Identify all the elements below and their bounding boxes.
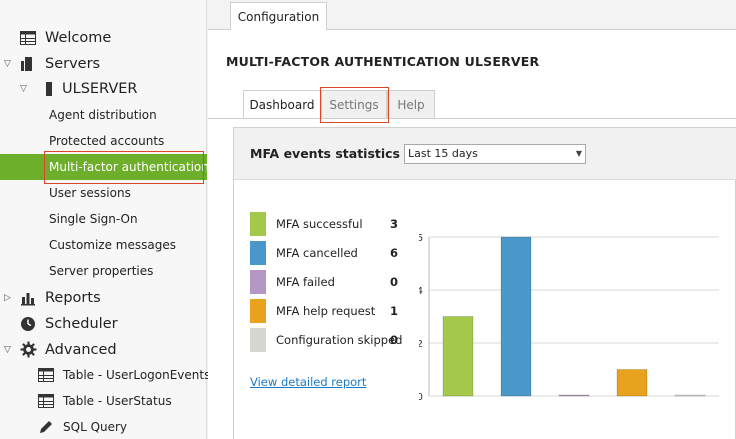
nav-reports[interactable]: ▷ Reports: [0, 285, 207, 311]
legend-label: MFA help request: [276, 304, 376, 318]
nav-agent-distribution[interactable]: Agent distribution: [0, 102, 207, 128]
nav-servers[interactable]: ▽ Servers: [0, 51, 207, 77]
nav-item-label: Table - UserLogonEvents: [63, 368, 211, 382]
legend-count: 3: [390, 217, 399, 231]
nav-item-label: Agent distribution: [49, 108, 157, 122]
nav-item-label: SQL Query: [63, 420, 128, 434]
nav-item-label: Multi-factor authentication: [49, 160, 209, 174]
panel-title: MFA events statistics: [250, 146, 400, 161]
server-icon: [44, 81, 54, 101]
nav-servers-label: Servers: [45, 56, 101, 72]
nav-advanced-label: Advanced: [45, 342, 117, 358]
legend-item: MFA help request 1: [250, 299, 415, 323]
servers-icon: [20, 56, 36, 76]
legend-count: 0: [390, 333, 399, 347]
nav-item-label: Server properties: [49, 264, 154, 278]
view-report-link[interactable]: View detailed report: [250, 375, 367, 389]
legend-label: MFA failed: [276, 275, 335, 289]
nav-customize-messages[interactable]: Customize messages: [0, 232, 207, 258]
legend-swatch: [250, 328, 266, 352]
y-tick-label: 2: [419, 339, 423, 350]
y-tick-label: 0: [419, 392, 423, 403]
tab-settings[interactable]: Settings: [321, 90, 387, 118]
legend-item: MFA successful 3: [250, 212, 415, 236]
nav-advanced[interactable]: ▽ Advanced: [0, 337, 207, 363]
collapse-arrow-icon[interactable]: ▽: [4, 59, 11, 69]
sidebar: Welcome ▽ Servers ▽ ULSERVER Agent distr…: [0, 0, 211, 439]
date-range-select[interactable]: Last 15 days ▼: [404, 144, 586, 164]
nav-welcome-label: Welcome: [45, 30, 112, 46]
chart-bar: [500, 236, 532, 397]
nav-item-label: Table - UserStatus: [63, 394, 172, 408]
chart-bar: [616, 369, 648, 397]
y-tick-label: 6: [419, 233, 423, 244]
table-icon: [38, 368, 54, 385]
main-area: MULTI-FACTOR AUTHENTICATION ULSERVER Das…: [208, 0, 736, 439]
page-title: MULTI-FACTOR AUTHENTICATION ULSERVER: [226, 54, 540, 69]
expand-arrow-icon[interactable]: ▷: [4, 293, 11, 303]
mfa-stats-panel: MFA events statistics Last 15 days ▼ MFA…: [233, 127, 736, 439]
chart-bar: [558, 394, 590, 397]
legend-label: MFA successful: [276, 217, 363, 231]
collapse-arrow-icon[interactable]: ▽: [4, 345, 11, 355]
legend-label: Configuration skipped: [276, 333, 403, 347]
chevron-down-icon: ▼: [575, 149, 582, 158]
tab-configuration[interactable]: Configuration: [230, 2, 327, 30]
tab-dashboard[interactable]: Dashboard: [243, 90, 321, 119]
y-tick-label: 4: [419, 286, 423, 297]
table-icon: [20, 31, 36, 49]
nav-multi-factor-authentication[interactable]: Multi-factor authentication: [0, 154, 209, 180]
nav-item-label: Customize messages: [49, 238, 176, 252]
mfa-bar-chart: 0 2 4 6: [419, 233, 719, 403]
table-icon: [38, 394, 54, 411]
nav-scheduler-label: Scheduler: [45, 316, 118, 332]
legend-item: MFA failed 0: [250, 270, 415, 294]
nav-sql-query[interactable]: SQL Query: [0, 414, 207, 439]
bar-chart-icon: [20, 290, 36, 310]
nav-table-userlogonevents[interactable]: Table - UserLogonEvents: [0, 362, 211, 388]
nav-ulserver-label: ULSERVER: [62, 81, 138, 97]
date-range-value: Last 15 days: [408, 147, 478, 160]
nav-single-sign-on[interactable]: Single Sign-On: [0, 206, 207, 232]
nav-item-label: User sessions: [49, 186, 131, 200]
legend-count: 0: [390, 275, 399, 289]
chart-bar: [442, 316, 474, 397]
content-pane: MULTI-FACTOR AUTHENTICATION ULSERVER Das…: [208, 29, 736, 439]
pencil-icon: [38, 419, 54, 438]
legend-item: Configuration skipped 0: [250, 328, 415, 352]
nav-reports-label: Reports: [45, 290, 101, 306]
panel-header: MFA events statistics Last 15 days ▼: [234, 128, 736, 180]
nav-ulserver[interactable]: ▽ ULSERVER: [0, 76, 207, 102]
gear-icon: [20, 341, 37, 362]
tab-divider: [208, 118, 736, 119]
legend-swatch: [250, 299, 266, 323]
legend-count: 1: [390, 304, 399, 318]
chart-bar: [674, 394, 706, 397]
nav-protected-accounts[interactable]: Protected accounts: [0, 128, 207, 154]
legend-item: MFA cancelled 6: [250, 241, 415, 265]
tab-help[interactable]: Help: [387, 90, 435, 118]
nav-welcome[interactable]: Welcome: [0, 25, 207, 51]
legend-swatch: [250, 241, 266, 265]
legend-label: MFA cancelled: [276, 246, 358, 260]
nav-user-sessions[interactable]: User sessions: [0, 180, 207, 206]
legend-swatch: [250, 270, 266, 294]
nav-item-label: Single Sign-On: [49, 212, 138, 226]
collapse-arrow-icon[interactable]: ▽: [20, 84, 27, 94]
legend-swatch: [250, 212, 266, 236]
legend-count: 6: [390, 246, 399, 260]
nav-server-properties[interactable]: Server properties: [0, 258, 207, 284]
nav-item-label: Protected accounts: [49, 134, 165, 148]
clock-icon: [20, 316, 36, 336]
nav-table-userstatus[interactable]: Table - UserStatus: [0, 388, 207, 414]
nav-scheduler[interactable]: Scheduler: [0, 311, 207, 337]
